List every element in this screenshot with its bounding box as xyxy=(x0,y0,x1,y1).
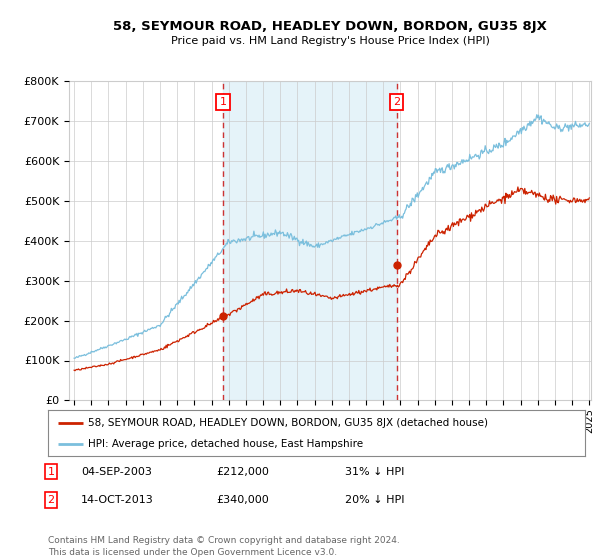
Text: 58, SEYMOUR ROAD, HEADLEY DOWN, BORDON, GU35 8JX (detached house): 58, SEYMOUR ROAD, HEADLEY DOWN, BORDON, … xyxy=(88,418,488,428)
Text: £212,000: £212,000 xyxy=(216,466,269,477)
Text: Contains HM Land Registry data © Crown copyright and database right 2024.
This d: Contains HM Land Registry data © Crown c… xyxy=(48,536,400,557)
Bar xyxy=(223,81,397,400)
Text: 14-OCT-2013: 14-OCT-2013 xyxy=(81,495,154,505)
Text: 2: 2 xyxy=(47,495,55,505)
Text: HPI: Average price, detached house, East Hampshire: HPI: Average price, detached house, East… xyxy=(88,439,364,449)
Text: 1: 1 xyxy=(47,466,55,477)
Text: 2: 2 xyxy=(393,97,400,107)
Text: Price paid vs. HM Land Registry's House Price Index (HPI): Price paid vs. HM Land Registry's House … xyxy=(170,36,490,46)
Text: 31% ↓ HPI: 31% ↓ HPI xyxy=(345,466,404,477)
Text: 20% ↓ HPI: 20% ↓ HPI xyxy=(345,495,404,505)
Text: £340,000: £340,000 xyxy=(216,495,269,505)
Text: 58, SEYMOUR ROAD, HEADLEY DOWN, BORDON, GU35 8JX: 58, SEYMOUR ROAD, HEADLEY DOWN, BORDON, … xyxy=(113,20,547,32)
Text: 1: 1 xyxy=(220,97,227,107)
Text: 04-SEP-2003: 04-SEP-2003 xyxy=(81,466,152,477)
